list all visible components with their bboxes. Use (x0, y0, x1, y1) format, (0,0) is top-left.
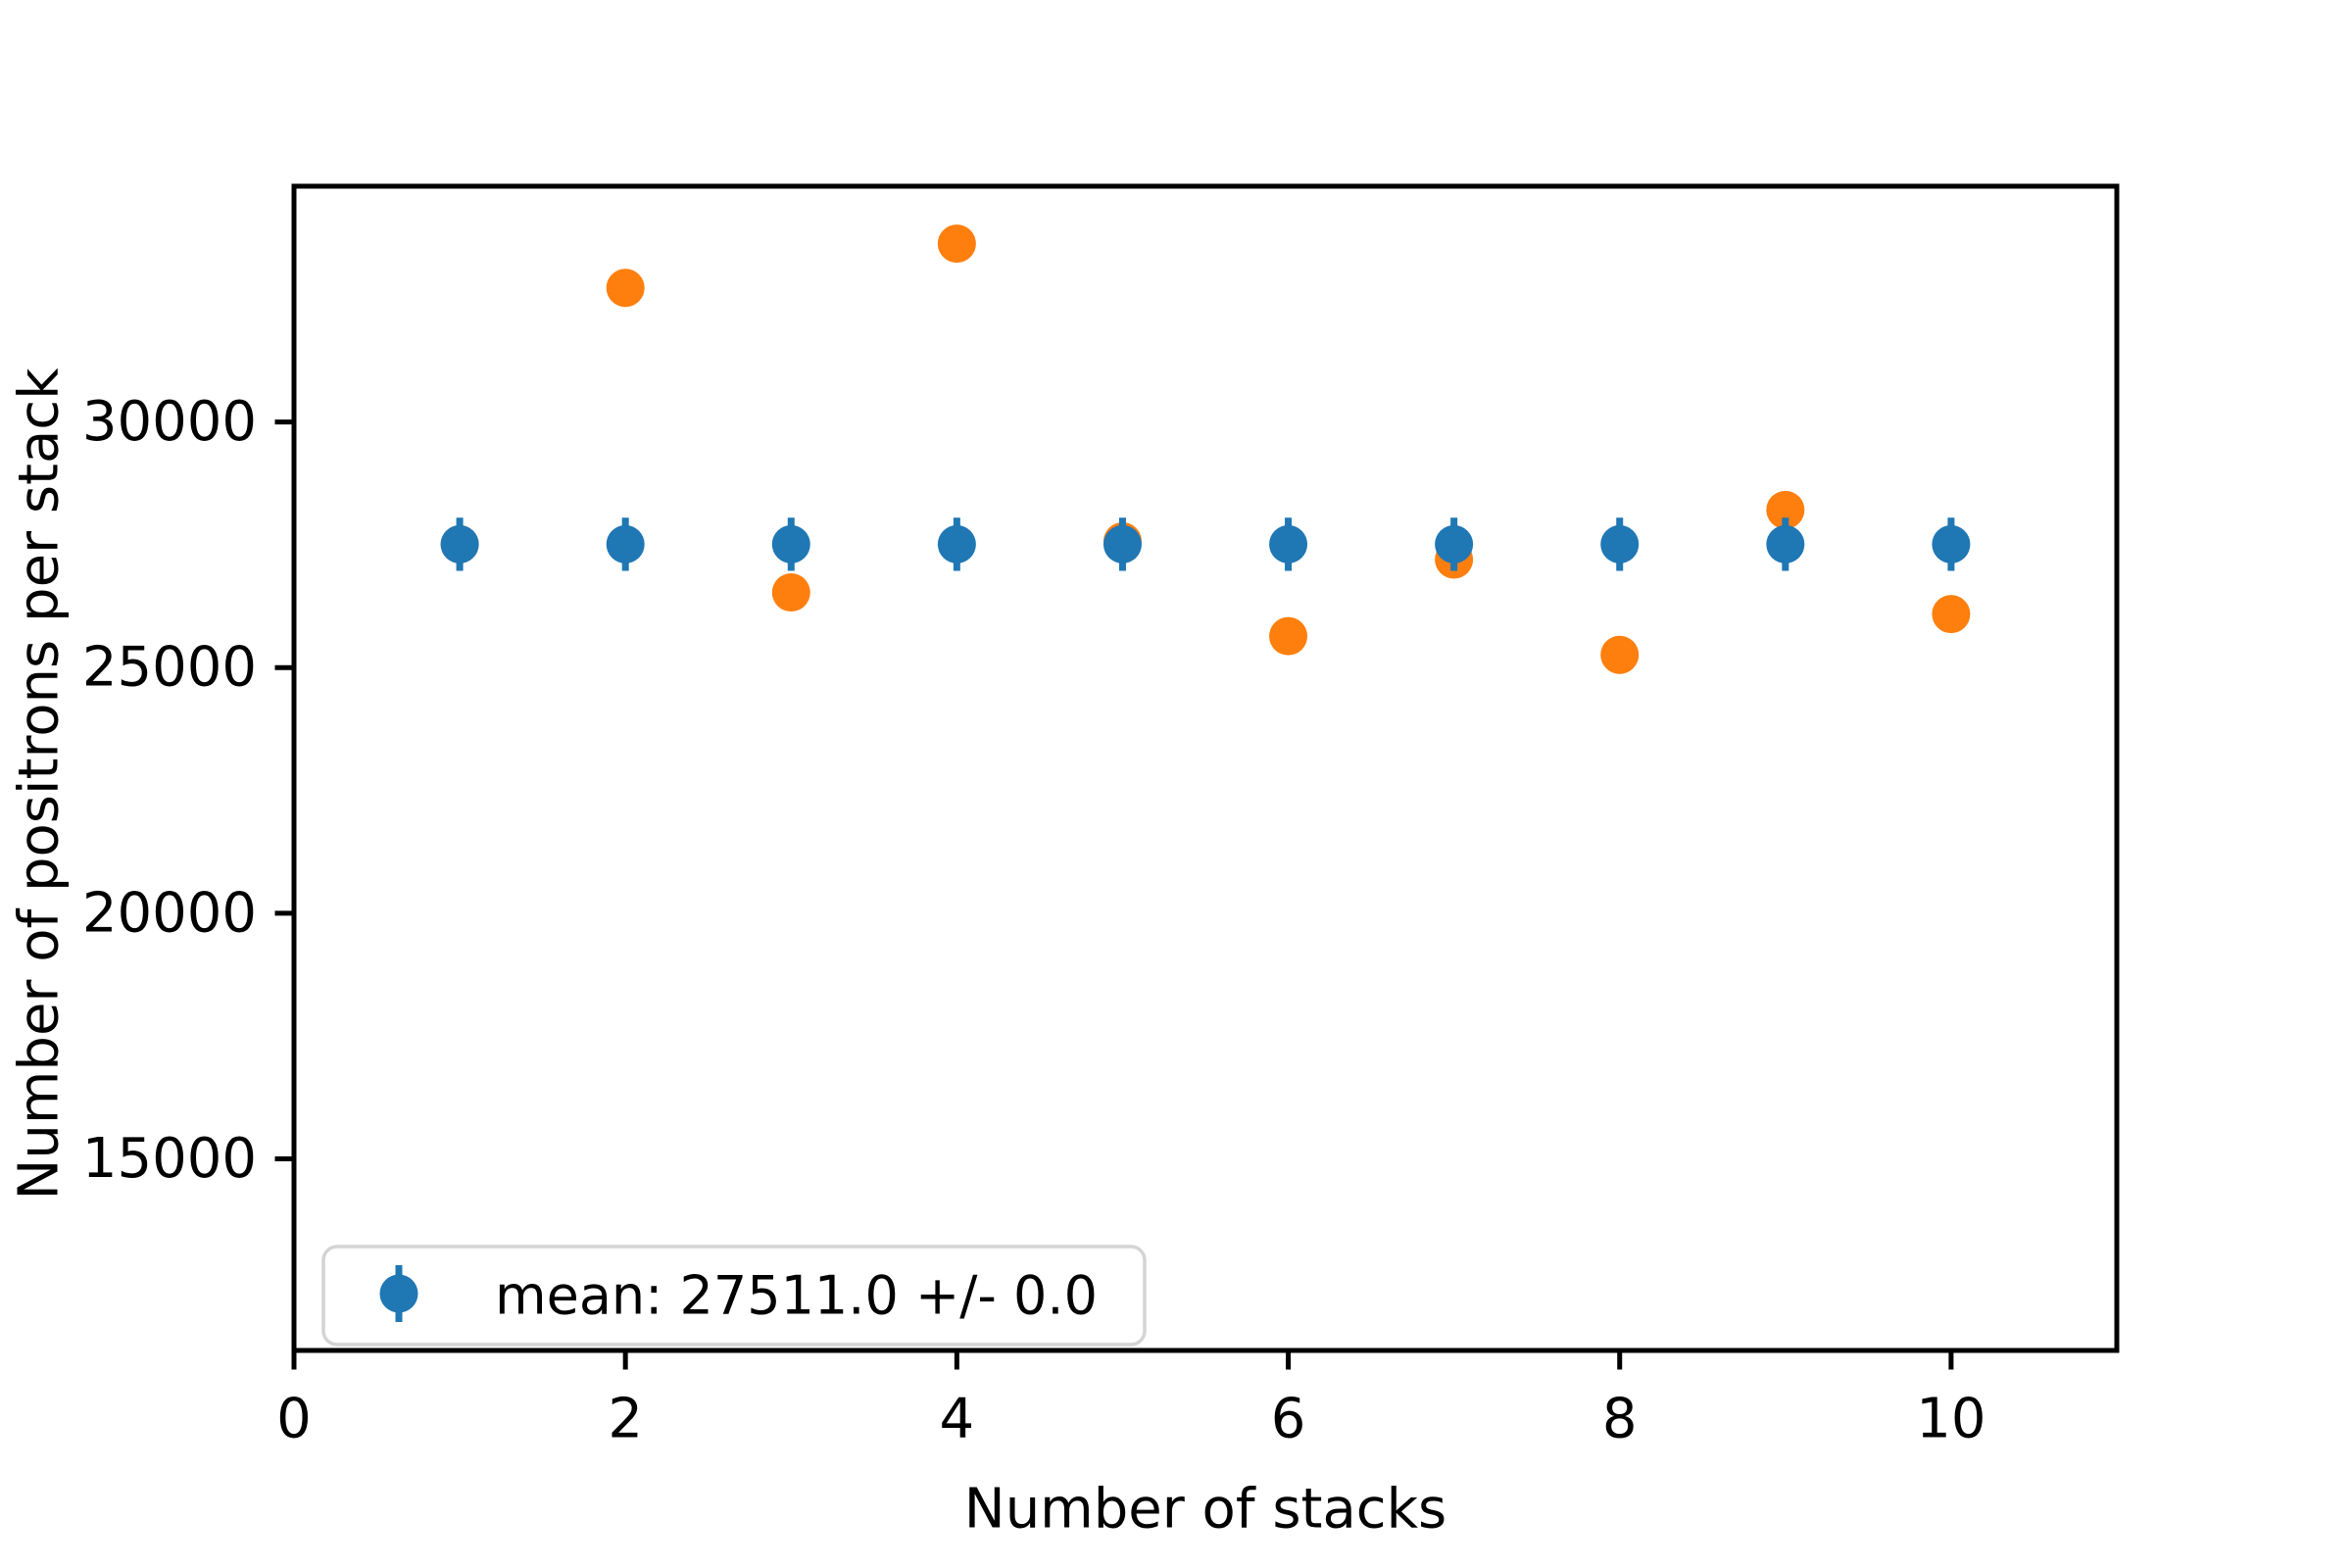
data-point-mean (440, 524, 479, 564)
x-tick-label: 4 (940, 1388, 975, 1451)
data-point-positrons-per-stack (937, 224, 976, 264)
x-tick-label: 6 (1271, 1388, 1306, 1451)
data-point-mean (606, 524, 645, 564)
y-tick-label: 15000 (82, 1127, 257, 1191)
data-point-mean (1600, 524, 1640, 564)
x-tick-label: 2 (608, 1388, 643, 1451)
series-mean (440, 517, 1971, 571)
x-tick-label: 10 (1916, 1388, 1985, 1451)
data-point-positrons-per-stack (606, 269, 645, 308)
data-points-layer (440, 224, 1971, 674)
data-point-mean (771, 524, 810, 564)
legend-box (321, 1245, 1147, 1347)
legend-label: mean: 27511.0 +/- 0.0 (495, 1265, 1098, 1327)
x-axis-label: Number of stacks (964, 1478, 1446, 1542)
x-axis-ticks: 0 2 4 6 8 10 (276, 1352, 1986, 1451)
legend-marker-icon (379, 1274, 418, 1313)
data-point-positrons-per-stack (1932, 595, 1971, 634)
data-point-mean (1102, 524, 1142, 564)
plot-border (291, 183, 2120, 1353)
data-point-mean (1269, 524, 1308, 564)
data-point-positrons-per-stack (1600, 635, 1640, 674)
data-point-positrons-per-stack (1766, 490, 1805, 529)
data-point-mean (1932, 524, 1971, 564)
data-point-mean (1766, 524, 1805, 564)
y-tick-label: 20000 (82, 881, 257, 945)
y-tick-label: 25000 (82, 636, 257, 700)
series-positrons-per-stack (440, 224, 1971, 674)
data-point-positrons-per-stack (771, 573, 810, 612)
y-tick-label: 30000 (82, 390, 257, 454)
x-tick-label: 8 (1602, 1388, 1638, 1451)
data-point-mean (1435, 524, 1474, 564)
data-point-positrons-per-stack (1269, 616, 1308, 656)
legend: mean: 27511.0 +/- 0.0 (321, 1245, 1147, 1347)
x-tick-label: 0 (276, 1388, 312, 1451)
data-point-mean (937, 524, 976, 564)
y-axis-label: Number of positrons per stack (8, 368, 72, 1200)
y-axis-ticks: 15000 20000 25000 30000 (82, 390, 292, 1191)
